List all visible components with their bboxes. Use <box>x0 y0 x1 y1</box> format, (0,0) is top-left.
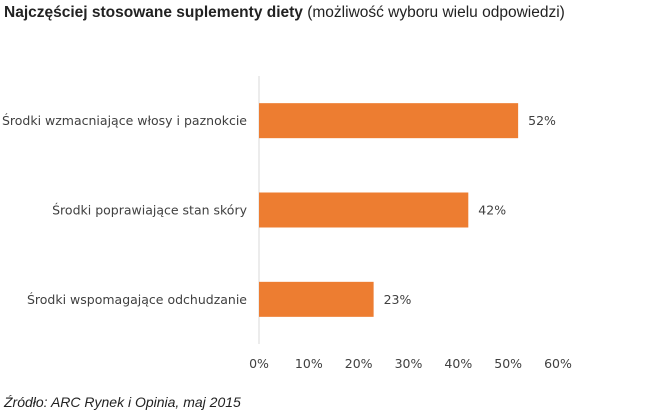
x-tick-label: 0% <box>249 356 269 371</box>
chart-title-sub: (możliwość wyboru wielu odpowiedzi) <box>307 4 565 21</box>
category-label: Środki poprawiające stan skóry <box>52 203 247 218</box>
data-label: 23% <box>384 292 412 307</box>
x-tick-label: 30% <box>395 356 423 371</box>
chart-title: Najczęściej stosowane suplementy diety (… <box>4 4 565 22</box>
data-label: 52% <box>528 113 556 128</box>
x-tick-label: 50% <box>494 356 522 371</box>
chart-title-main: Najczęściej stosowane suplementy diety <box>4 4 303 21</box>
data-label: 42% <box>478 203 506 218</box>
x-tick-label: 40% <box>444 356 472 371</box>
bar <box>259 192 469 228</box>
x-tick-label: 60% <box>544 356 572 371</box>
x-tick-label: 10% <box>295 356 323 371</box>
source-note: Źródło: ARC Rynek i Opinia, maj 2015 <box>4 394 241 410</box>
category-label: Środki wspomagające odchudzanie <box>27 292 247 307</box>
x-tick-label: 20% <box>345 356 373 371</box>
bar <box>259 103 519 139</box>
category-label: Środki wzmacniające włosy i paznokcie <box>2 113 247 128</box>
bar <box>259 281 374 317</box>
